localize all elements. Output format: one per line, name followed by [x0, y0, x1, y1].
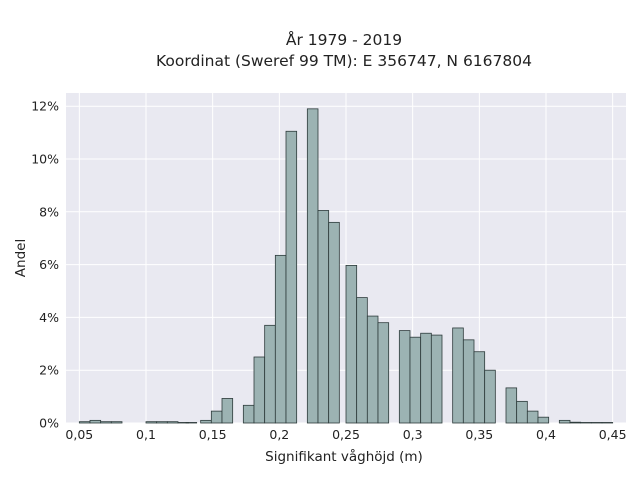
histogram-bar: [377, 322, 390, 424]
histogram-bar: [210, 410, 223, 424]
histogram-bar: [285, 130, 298, 424]
y-tick-label: 6%: [39, 257, 59, 272]
histogram-bar: [420, 332, 432, 424]
histogram-bar: [185, 422, 198, 424]
histogram-bar: [221, 398, 234, 424]
y-tick-label: 2%: [39, 363, 59, 378]
tick-labels: 0,05 0,1 0,15 0,2 0,25 0,3 0,35 0,4 0,45 0% 2% 4% 6%…: [31, 99, 626, 442]
histogram-bar: [156, 421, 168, 424]
x-tick-label: 0,35: [465, 427, 493, 442]
bars: [78, 108, 614, 424]
x-tick-label: 0,25: [332, 427, 360, 442]
histogram-bar: [558, 419, 571, 424]
y-tick-label: 8%: [39, 204, 59, 219]
histogram-bar: [274, 254, 287, 424]
y-tick-label: 4%: [39, 310, 59, 325]
histogram-bar: [366, 315, 379, 424]
histogram-bar: [516, 400, 528, 424]
histogram-bar: [110, 421, 123, 424]
x-tick-label: 0,45: [599, 427, 627, 442]
histogram-bar: [145, 421, 158, 424]
histogram-bar: [317, 210, 330, 424]
histogram-bar: [345, 264, 358, 424]
histogram-bar: [200, 419, 212, 424]
histogram-bar: [328, 221, 340, 424]
x-tick-label: 0,1: [136, 427, 156, 442]
histogram-bar: [462, 339, 475, 424]
histogram-bar: [580, 422, 592, 424]
histogram-bar: [473, 351, 486, 424]
y-tick-label: 12%: [31, 99, 59, 114]
histogram-bar: [242, 404, 255, 424]
histogram-bar: [398, 330, 411, 424]
x-tick-label: 0,05: [65, 427, 93, 442]
y-tick-label: 10%: [31, 152, 59, 167]
histogram-bar: [166, 421, 179, 424]
histogram-bar: [484, 369, 496, 424]
histogram-bar: [590, 422, 603, 424]
histogram-bar: [526, 410, 539, 424]
histogram-bar: [100, 421, 112, 424]
y-axis-label: Andel: [13, 239, 29, 277]
x-tick-label: 0,3: [403, 427, 423, 442]
chart-title: År 1979 - 2019: [286, 30, 402, 49]
histogram-bar: [409, 336, 422, 424]
histogram-bar: [430, 334, 443, 424]
y-tick-label: 0%: [39, 416, 59, 431]
x-tick-label: 0,15: [199, 427, 227, 442]
histogram-bar: [264, 324, 276, 424]
histogram-bar: [537, 416, 550, 424]
histogram-bar: [601, 422, 614, 424]
x-axis-label: Signifikant våghöjd (m): [265, 448, 423, 465]
x-tick-label: 0,2: [269, 427, 289, 442]
x-tick-label: 0,4: [536, 427, 556, 442]
histogram-bar: [569, 421, 582, 424]
histogram-bar: [505, 387, 518, 424]
histogram-bar: [89, 419, 102, 424]
histogram-bar: [452, 327, 464, 424]
histogram-bar: [253, 356, 266, 424]
histogram-bar: [356, 297, 368, 424]
histogram-bar: [306, 108, 319, 424]
histogram-bar: [78, 421, 91, 424]
chart-subtitle: Koordinat (Sweref 99 TM): E 356747, N 61…: [156, 52, 532, 70]
